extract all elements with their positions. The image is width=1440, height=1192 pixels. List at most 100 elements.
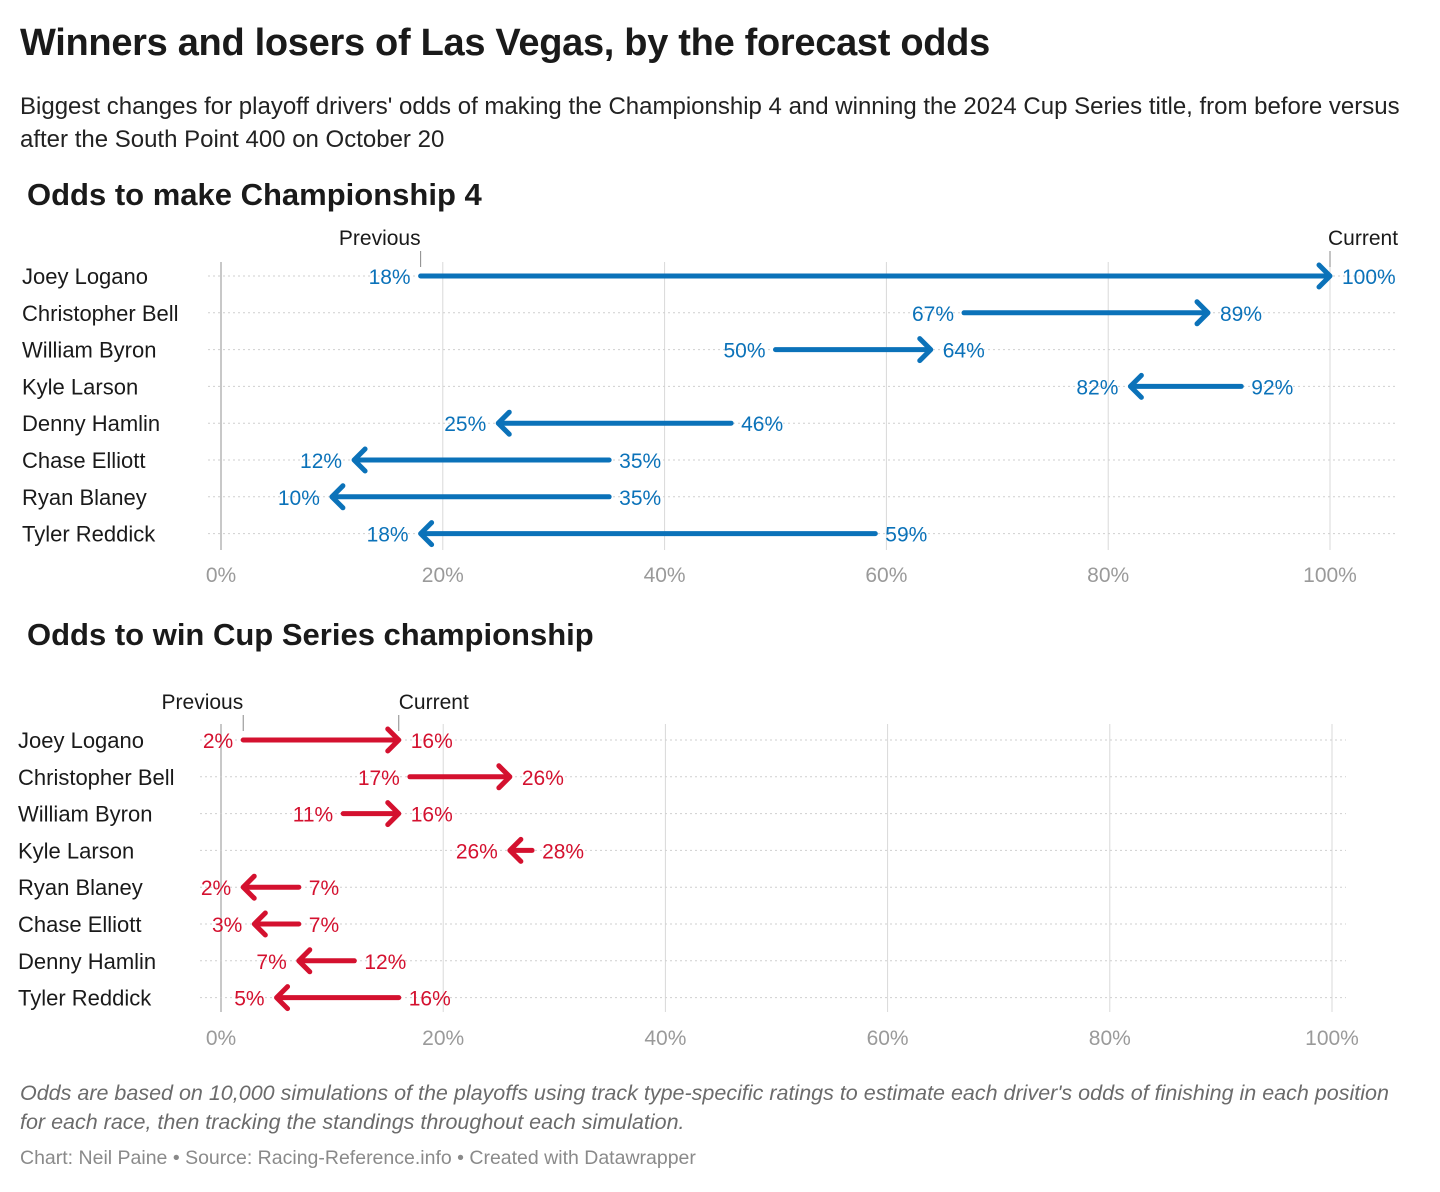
driver-name: Ryan Blaney — [18, 875, 143, 900]
arrow-head — [351, 446, 368, 474]
arrow-head — [385, 726, 402, 754]
arrow-head — [1316, 262, 1333, 290]
arrow-mark — [507, 836, 535, 864]
arrow-head — [917, 336, 934, 364]
arrow-mark — [240, 873, 302, 901]
previous-value-label: 18% — [369, 266, 411, 289]
current-value-label: 100% — [1342, 266, 1396, 289]
previous-value-label: 12% — [364, 951, 406, 974]
arrow-head — [1194, 299, 1211, 327]
championship4-chart-title: Odds to make Championship 4 — [27, 177, 482, 212]
arrow-mark — [773, 336, 934, 364]
previous-marker-label: Previous — [162, 691, 244, 714]
arrow-mark — [251, 910, 302, 938]
arrow-head — [385, 800, 402, 828]
current-value-label: 16% — [411, 730, 453, 753]
current-value-label: 12% — [300, 450, 342, 473]
driver-name: Joey Logano — [22, 264, 148, 289]
arrow-head — [496, 763, 513, 791]
arrow-mark — [1127, 372, 1244, 400]
previous-value-label: 28% — [542, 840, 584, 863]
arrow-head — [418, 520, 435, 548]
current-value-label: 5% — [234, 988, 264, 1011]
arrow-mark — [340, 800, 402, 828]
driver-name: Joey Logano — [18, 728, 144, 753]
previous-value-label: 17% — [358, 767, 400, 790]
arrow-mark — [296, 947, 357, 975]
current-value-label: 2% — [201, 877, 231, 900]
driver-name: Kyle Larson — [22, 374, 138, 399]
chart-subtitle: Biggest changes for playoff drivers' odd… — [20, 93, 1400, 153]
driver-name: Kyle Larson — [18, 838, 134, 863]
previous-value-label: 11% — [293, 804, 333, 827]
arrow-head — [507, 836, 524, 864]
current-value-label: 89% — [1220, 303, 1262, 326]
x-tick-label: 40% — [644, 564, 686, 587]
previous-value-label: 35% — [619, 450, 661, 473]
arrow-head — [296, 947, 313, 975]
previous-value-label: 16% — [409, 988, 451, 1011]
arrow-head — [251, 910, 268, 938]
current-value-label: 82% — [1076, 376, 1118, 399]
arrow-mark — [418, 262, 1333, 290]
arrow-mark — [329, 483, 612, 511]
x-tick-label: 40% — [644, 1027, 686, 1050]
previous-value-label: 35% — [619, 487, 661, 510]
arrow-head — [495, 409, 512, 437]
current-value-label: 26% — [522, 767, 564, 790]
previous-marker-label: Previous — [339, 227, 421, 250]
x-tick-label: 60% — [865, 564, 907, 587]
current-marker-label: Current — [399, 691, 469, 714]
arrow-mark — [240, 726, 402, 754]
driver-name: Tyler Reddick — [22, 522, 156, 547]
chart-title: Winners and losers of Las Vegas, by the … — [20, 22, 990, 64]
x-tick-label: 80% — [1089, 1027, 1131, 1050]
previous-value-label: 2% — [203, 730, 233, 753]
arrow-mark — [274, 984, 402, 1012]
previous-value-label: 50% — [723, 340, 765, 363]
current-value-label: 25% — [444, 413, 486, 436]
arrow-head — [274, 984, 291, 1012]
arrow-mark — [351, 446, 612, 474]
x-tick-label: 60% — [867, 1027, 909, 1050]
current-value-label: 64% — [943, 340, 985, 363]
current-marker-label: Current — [1328, 227, 1398, 250]
driver-name: Chase Elliott — [18, 912, 142, 937]
arrow-mark — [418, 520, 878, 548]
x-tick-label: 20% — [422, 564, 464, 587]
x-tick-label: 0% — [206, 564, 236, 587]
current-value-label: 3% — [212, 914, 242, 937]
current-value-label: 10% — [278, 487, 320, 510]
driver-name: Chase Elliott — [22, 448, 146, 473]
current-value-label: 26% — [456, 840, 498, 863]
arrow-head — [329, 483, 346, 511]
driver-name: Ryan Blaney — [22, 485, 147, 510]
arrow-mark — [407, 763, 513, 791]
chart-notes: Odds are based on 10,000 simulations of … — [20, 1081, 1389, 1134]
previous-value-label: 7% — [309, 914, 339, 937]
title-odds-chart-title: Odds to win Cup Series championship — [27, 617, 594, 652]
driver-name: Christopher Bell — [22, 301, 179, 326]
driver-name: William Byron — [18, 802, 152, 827]
x-tick-label: 20% — [422, 1027, 464, 1050]
previous-value-label: 92% — [1251, 376, 1293, 399]
current-value-label: 18% — [367, 524, 409, 547]
x-tick-label: 100% — [1305, 1027, 1359, 1050]
driver-name: Tyler Reddick — [18, 986, 152, 1011]
previous-value-label: 7% — [309, 877, 339, 900]
previous-value-label: 59% — [885, 524, 927, 547]
driver-name: Denny Hamlin — [18, 949, 156, 974]
current-value-label: 7% — [256, 951, 286, 974]
driver-name: William Byron — [22, 338, 156, 363]
x-tick-label: 100% — [1303, 564, 1357, 587]
x-tick-label: 0% — [206, 1027, 236, 1050]
current-value-label: 16% — [411, 804, 453, 827]
arrow-head — [1127, 372, 1144, 400]
title-odds-arrow-chart: 0% 20% 40% 60% 80% 100% Joey Logano Christopher… — [18, 691, 1359, 1050]
x-tick-label: 80% — [1087, 564, 1129, 587]
arrow-mark — [495, 409, 734, 437]
arrow-head — [240, 873, 257, 901]
arrow-mark — [961, 299, 1211, 327]
previous-value-label: 67% — [912, 303, 954, 326]
chart-credits: Chart: Neil Paine • Source: Racing-Refer… — [20, 1147, 696, 1169]
